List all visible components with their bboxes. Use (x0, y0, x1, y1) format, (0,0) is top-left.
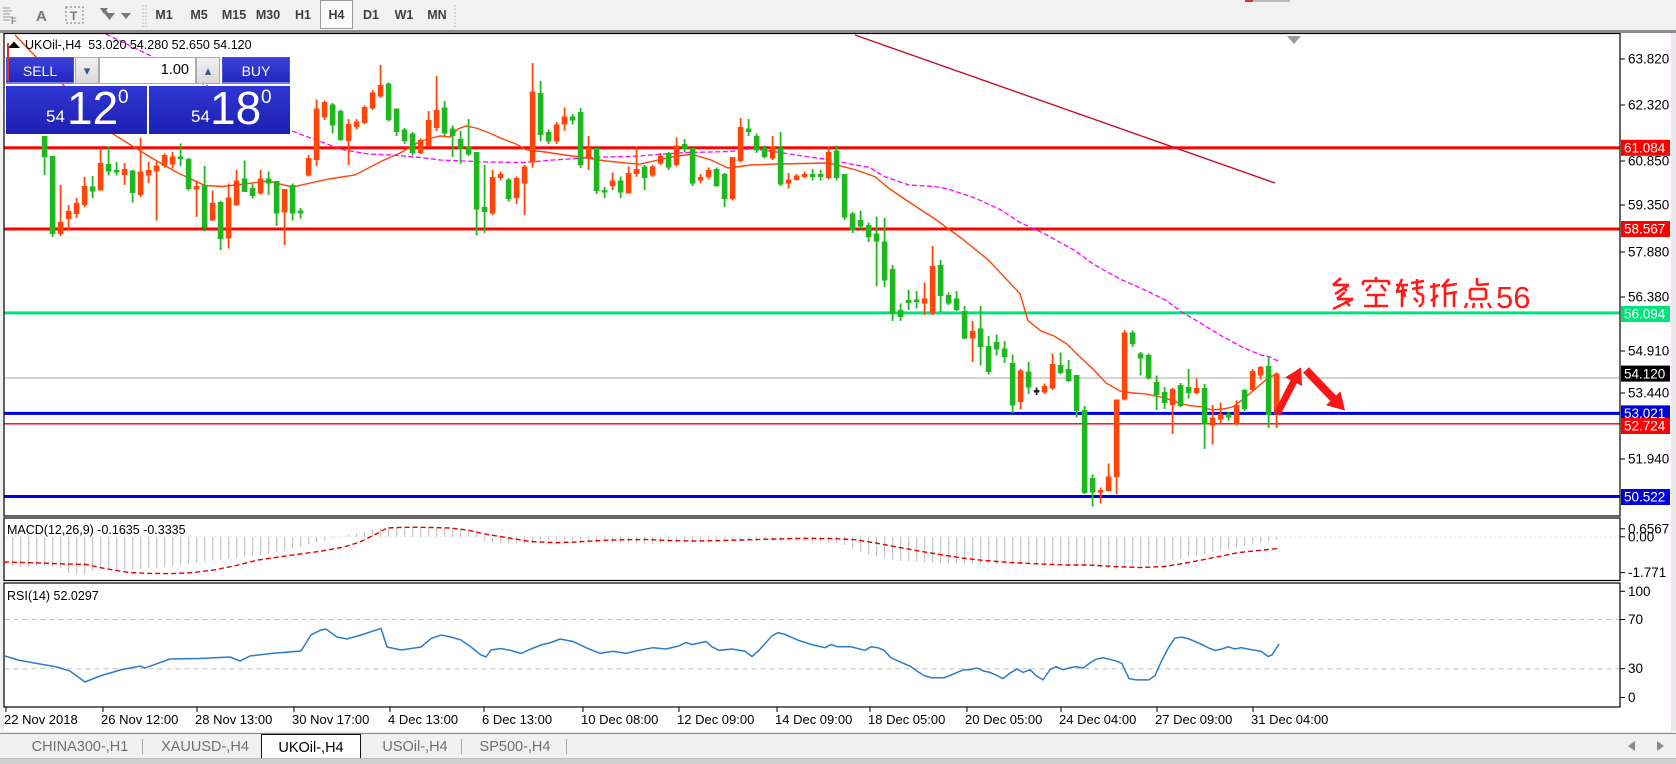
svg-text:24 Dec 04:00: 24 Dec 04:00 (1059, 712, 1136, 727)
svg-text:6 Dec 13:00: 6 Dec 13:00 (482, 712, 552, 727)
svg-text:0.6567: 0.6567 (1628, 521, 1669, 536)
svg-text:18 Dec 05:00: 18 Dec 05:00 (868, 712, 945, 727)
svg-text:T: T (70, 9, 78, 23)
svg-text:57.880: 57.880 (1628, 245, 1669, 260)
svg-text:0: 0 (1628, 690, 1636, 705)
svg-text:50.522: 50.522 (1624, 490, 1665, 505)
svg-text:RSI(14) 52.0297: RSI(14) 52.0297 (7, 589, 99, 603)
svg-text:UKOil-,H4 53.020 54.280 52.65: UKOil-,H4 53.020 54.280 52.650 54.120 (25, 38, 252, 52)
svg-text:20 Dec 05:00: 20 Dec 05:00 (965, 712, 1042, 727)
svg-text:53.021: 53.021 (1624, 406, 1665, 421)
svg-text:52.724: 52.724 (1624, 419, 1666, 434)
svg-text:60.850: 60.850 (1628, 154, 1669, 169)
svg-text:59.350: 59.350 (1628, 198, 1669, 213)
svg-text:-1.771: -1.771 (1628, 565, 1666, 580)
svg-text:0.00: 0.00 (1628, 529, 1654, 544)
svg-text:70: 70 (1628, 612, 1643, 627)
svg-text:54.910: 54.910 (1628, 344, 1669, 359)
svg-text:61.084: 61.084 (1624, 141, 1666, 156)
svg-text:63.820: 63.820 (1628, 52, 1669, 67)
svg-text:30: 30 (1628, 661, 1643, 676)
svg-text:62.320: 62.320 (1628, 98, 1669, 113)
svg-text:26 Nov 12:00: 26 Nov 12:00 (101, 712, 178, 727)
svg-text:56.094: 56.094 (1624, 307, 1666, 322)
svg-text:10 Dec 08:00: 10 Dec 08:00 (581, 712, 658, 727)
svg-text:4 Dec 13:00: 4 Dec 13:00 (388, 712, 458, 727)
svg-text:54.120: 54.120 (1624, 366, 1665, 381)
svg-text:53.440: 53.440 (1628, 386, 1669, 401)
svg-text:14 Dec 09:00: 14 Dec 09:00 (775, 712, 852, 727)
svg-text:51.940: 51.940 (1628, 452, 1669, 467)
svg-text:30 Nov 17:00: 30 Nov 17:00 (292, 712, 369, 727)
svg-text:A: A (36, 8, 47, 25)
svg-text:100: 100 (1628, 584, 1651, 599)
svg-text:F: F (11, 16, 17, 26)
svg-text:12 Dec 09:00: 12 Dec 09:00 (677, 712, 754, 727)
svg-text:27 Dec 09:00: 27 Dec 09:00 (1155, 712, 1232, 727)
svg-text:58.567: 58.567 (1624, 222, 1665, 237)
svg-text:31 Dec 04:00: 31 Dec 04:00 (1251, 712, 1328, 727)
svg-text:56: 56 (1496, 280, 1530, 315)
svg-text:MACD(12,26,9) -0.1635 -0.3335: MACD(12,26,9) -0.1635 -0.3335 (7, 523, 186, 537)
svg-text:28 Nov 13:00: 28 Nov 13:00 (195, 712, 272, 727)
svg-text:56.380: 56.380 (1628, 290, 1669, 305)
svg-text:22 Nov 2018: 22 Nov 2018 (4, 712, 78, 727)
